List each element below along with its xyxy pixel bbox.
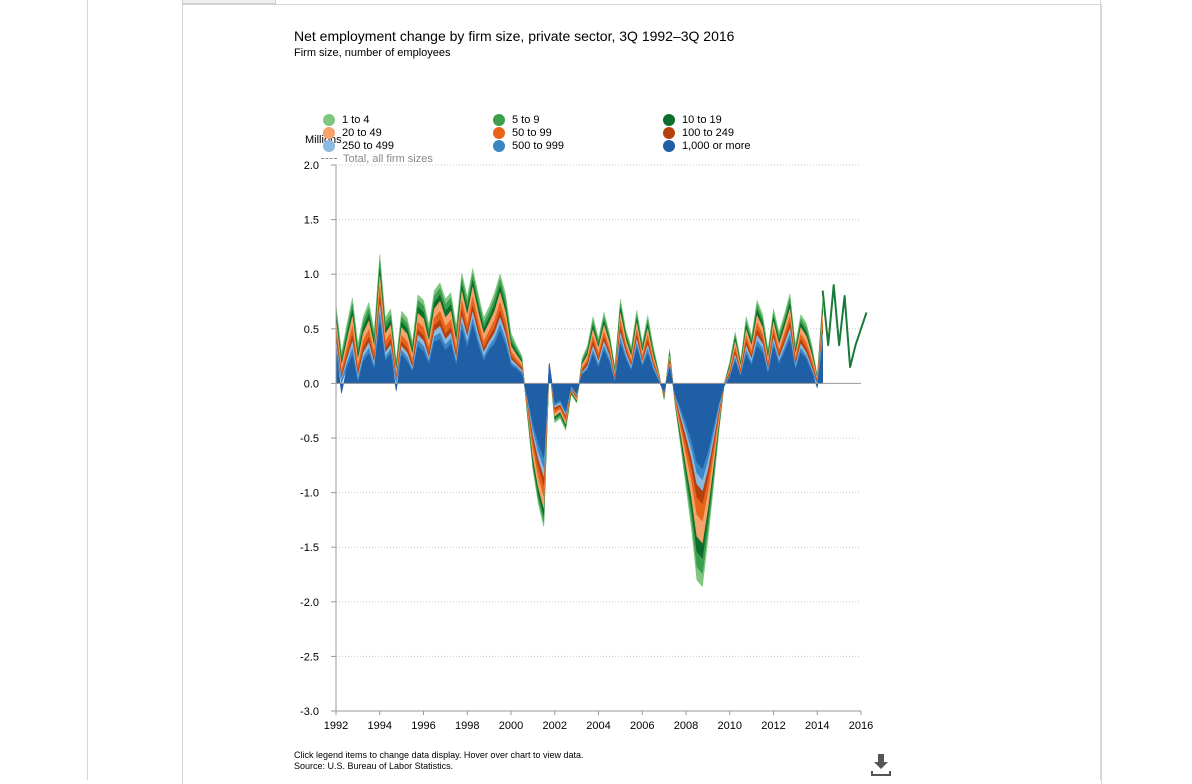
y-tick-label-4: 0.0 xyxy=(304,378,319,390)
download-icon[interactable] xyxy=(870,752,892,776)
total-line xyxy=(821,284,868,368)
legend-label-50-to-99: 50 to 99 xyxy=(512,126,552,139)
legend-label-250-to-499: 250 to 499 xyxy=(342,139,394,152)
legend-swatch-1000-or-more xyxy=(663,139,675,152)
y-tick-label-2: 1.0 xyxy=(304,269,319,281)
legend-item-total[interactable]: Total, all firm sizes xyxy=(321,152,433,165)
x-tick-label-1: 1994 xyxy=(368,720,392,732)
y-tick-label-10: -3.0 xyxy=(300,706,319,718)
chart-instructions: Click legend items to change data displa… xyxy=(294,750,584,760)
page-frame xyxy=(87,0,1101,780)
x-tick-label-7: 2006 xyxy=(630,720,654,732)
legend-item-20-to-49[interactable]: 20 to 49 xyxy=(323,126,382,139)
x-tick-label-2: 1996 xyxy=(411,720,435,732)
x-tick-label-4: 2000 xyxy=(499,720,523,732)
legend-item-1000-or-more[interactable]: 1,000 or more xyxy=(663,139,750,152)
legend-label-1000-or-more: 1,000 or more xyxy=(682,139,751,152)
area-20-to-49 xyxy=(335,276,823,544)
x-tick-label-0: 1992 xyxy=(324,720,348,732)
legend-item-1-to-4[interactable]: 1 to 4 xyxy=(323,113,370,126)
x-tick-label-3: 1998 xyxy=(455,720,479,732)
legend-item-100-to-249[interactable]: 100 to 249 xyxy=(663,126,734,139)
legend-swatch-50-to-99 xyxy=(493,126,505,139)
legend-swatch-total xyxy=(321,158,337,159)
area-1-to-4 xyxy=(335,254,823,587)
legend-label-total: Total, all firm sizes xyxy=(343,152,433,165)
chart-panel xyxy=(182,4,1102,784)
legend-swatch-1-to-4 xyxy=(323,113,335,126)
legend-swatch-5-to-9 xyxy=(493,113,505,126)
legend-label-500-to-999: 500 to 999 xyxy=(512,139,564,152)
y-tick-label-1: 1.5 xyxy=(304,215,319,227)
area-5-to-9 xyxy=(335,260,823,574)
x-tick-label-11: 2014 xyxy=(805,720,829,732)
x-tick-label-6: 2004 xyxy=(586,720,610,732)
legend-item-5-to-9[interactable]: 5 to 9 xyxy=(493,113,540,126)
x-tick-label-5: 2002 xyxy=(543,720,567,732)
legend-swatch-20-to-49 xyxy=(323,126,335,139)
tab-stub[interactable] xyxy=(182,0,276,4)
x-tick-label-8: 2008 xyxy=(674,720,698,732)
y-tick-label-3: 0.5 xyxy=(304,324,319,336)
legend-item-10-to-19[interactable]: 10 to 19 xyxy=(663,113,722,126)
x-tick-label-9: 2010 xyxy=(718,720,742,732)
area-10-to-19 xyxy=(335,268,823,559)
y-tick-label-6: -1.0 xyxy=(300,488,319,500)
legend-swatch-250-to-499 xyxy=(323,139,335,152)
legend-item-500-to-999[interactable]: 500 to 999 xyxy=(493,139,564,152)
area-50-to-99 xyxy=(335,287,823,522)
legend-swatch-500-to-999 xyxy=(493,139,505,152)
legend-label-100-to-249: 100 to 249 xyxy=(682,126,734,139)
legend-label-20-to-49: 20 to 49 xyxy=(342,126,382,139)
x-tick-label-12: 2016 xyxy=(849,720,873,732)
legend-item-250-to-499[interactable]: 250 to 499 xyxy=(323,139,394,152)
legend-label-10-to-19: 10 to 19 xyxy=(682,113,722,126)
y-tick-label-5: -0.5 xyxy=(300,433,319,445)
chart-source: Source: U.S. Bureau of Labor Statistics. xyxy=(294,761,454,771)
legend-swatch-10-to-19 xyxy=(663,113,675,126)
y-tick-label-7: -1.5 xyxy=(300,542,319,554)
legend-label-5-to-9: 5 to 9 xyxy=(512,113,540,126)
legend-item-50-to-99[interactable]: 50 to 99 xyxy=(493,126,552,139)
legend-label-1-to-4: 1 to 4 xyxy=(342,113,370,126)
y-tick-label-8: -2.0 xyxy=(300,597,319,609)
y-tick-label-9: -2.5 xyxy=(300,651,319,663)
chart-title: Net employment change by firm size, priv… xyxy=(294,28,735,44)
y-tick-label-0: 2.0 xyxy=(304,160,319,172)
chart-subtitle: Firm size, number of employees xyxy=(294,47,451,59)
x-tick-label-10: 2012 xyxy=(761,720,785,732)
legend-swatch-100-to-249 xyxy=(663,126,675,139)
